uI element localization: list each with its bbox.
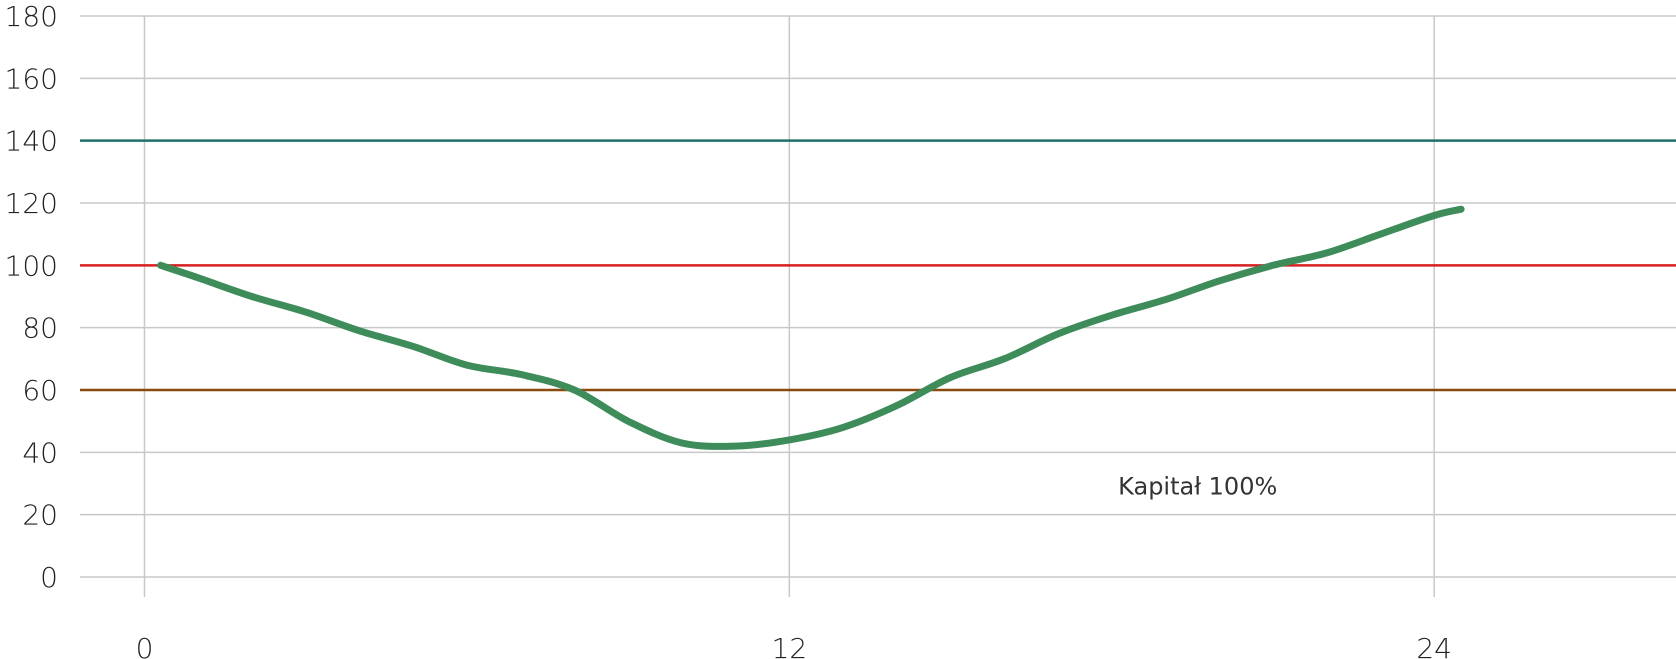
x-tick-label-24: 24 — [1416, 632, 1452, 659]
x-tick-label-0: 0 — [136, 632, 154, 659]
y-tick-label-160: 160 — [5, 62, 58, 95]
y-tick-label-100: 100 — [5, 249, 58, 282]
annotation-label-0: Kapitał 100% — [1118, 473, 1277, 501]
tick-labels: 0 20 40 60 80 100 120 140 160 180 0 12 24 — [5, 0, 1452, 659]
y-tick-label-0: 0 — [40, 561, 58, 594]
series-line-0 — [157, 205, 1465, 450]
y-tick-label-120: 120 — [5, 187, 58, 220]
y-tick-label-60: 60 — [22, 374, 58, 407]
x-tick-label-12: 12 — [772, 632, 808, 659]
y-tick-label-180: 180 — [5, 0, 58, 33]
y-tick-label-40: 40 — [22, 436, 58, 469]
reference-lines — [80, 139, 1676, 392]
y-tick-label-80: 80 — [22, 312, 58, 345]
y-tick-label-140: 140 — [5, 125, 58, 158]
annotations: Kapitał 100% — [1118, 473, 1277, 501]
grid — [80, 15, 1676, 597]
y-tick-label-20: 20 — [22, 499, 58, 532]
series — [157, 205, 1465, 450]
